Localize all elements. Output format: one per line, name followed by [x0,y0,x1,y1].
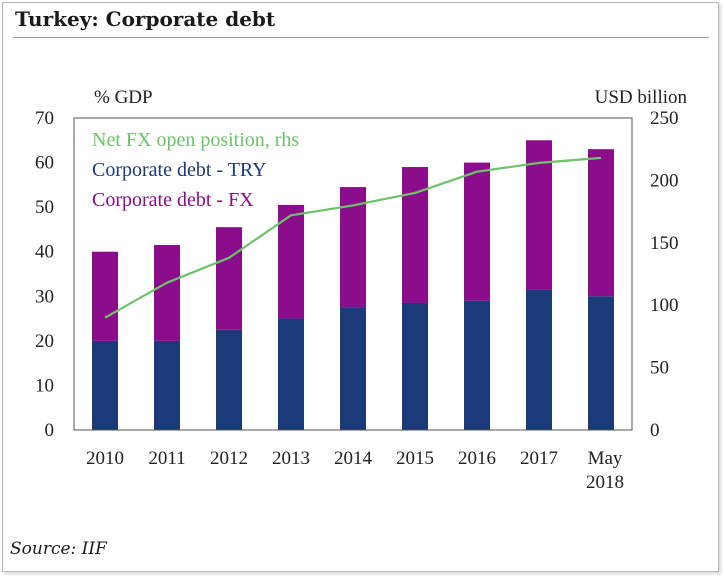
x-tick-label: 2010 [86,448,124,469]
x-tick-label: 2011 [148,448,185,469]
y2-axis-title: USD billion [595,87,688,108]
bar-try-6 [464,300,490,430]
bar-layer [92,140,614,430]
bar-fx-1 [154,245,180,341]
x-tick-label: 2014 [334,448,373,469]
y2-tick-label: 250 [650,108,679,129]
x-tick-label: 2015 [396,448,434,469]
legend: Net FX open position, rhs Corporate debt … [92,129,299,211]
y2-tick-label: 150 [650,233,679,254]
y2-tick-label: 200 [650,170,679,191]
y-tick-label: 60 [35,153,54,174]
y-tick-label: 10 [35,375,54,396]
source-note: Source: IIF [10,539,107,559]
x-tick-label: 2016 [458,448,496,469]
bar-try-0 [92,340,118,430]
y-tick-label: 50 [35,197,54,218]
bar-fx-3 [278,204,304,319]
y2-tick-label: 50 [650,358,669,379]
chart-title: Turkey: Corporate debt [15,7,276,31]
bar-try-7 [526,289,552,430]
y-tick-label: 20 [35,331,54,352]
bar-try-8 [588,296,614,430]
plot-frame [73,117,633,431]
y-tick-label: 0 [45,420,55,441]
bar-fx-2 [216,227,242,330]
y2-tick-label: 100 [650,295,679,316]
y-tick-label: 40 [35,242,54,263]
bar-fx-6 [464,162,490,301]
net-fx-line [104,156,602,319]
legend-item: Corporate debt - FX [92,189,254,211]
x-tick-label: 2013 [272,448,310,469]
bar-fx-5 [402,167,428,303]
bar-fx-8 [588,149,614,297]
bar-try-5 [402,302,428,430]
bar-fx-0 [92,251,118,341]
line-layer [104,156,602,319]
title-divider [13,37,709,38]
bar-try-2 [216,329,242,430]
legend-item: Corporate debt - TRY [92,159,267,181]
y2-tick-label: 0 [650,420,660,441]
x-tick-label: 2018 [586,472,624,493]
y-tick-label: 70 [35,108,54,129]
bar-try-1 [154,340,180,430]
y-axis-title: % GDP [94,87,153,108]
x-tick-label: 2012 [210,448,248,469]
legend-item: Net FX open position, rhs [92,129,299,151]
x-tick-label: May [588,448,623,469]
axes-layer: 0 10 20 30 40 50 60 70 0 50 100 150 200 250 % GDP USD b… [35,87,687,493]
bar-try-4 [340,307,366,430]
x-tick-label: 2017 [520,448,558,469]
bar-try-3 [278,318,304,430]
y-tick-label: 30 [35,286,54,307]
